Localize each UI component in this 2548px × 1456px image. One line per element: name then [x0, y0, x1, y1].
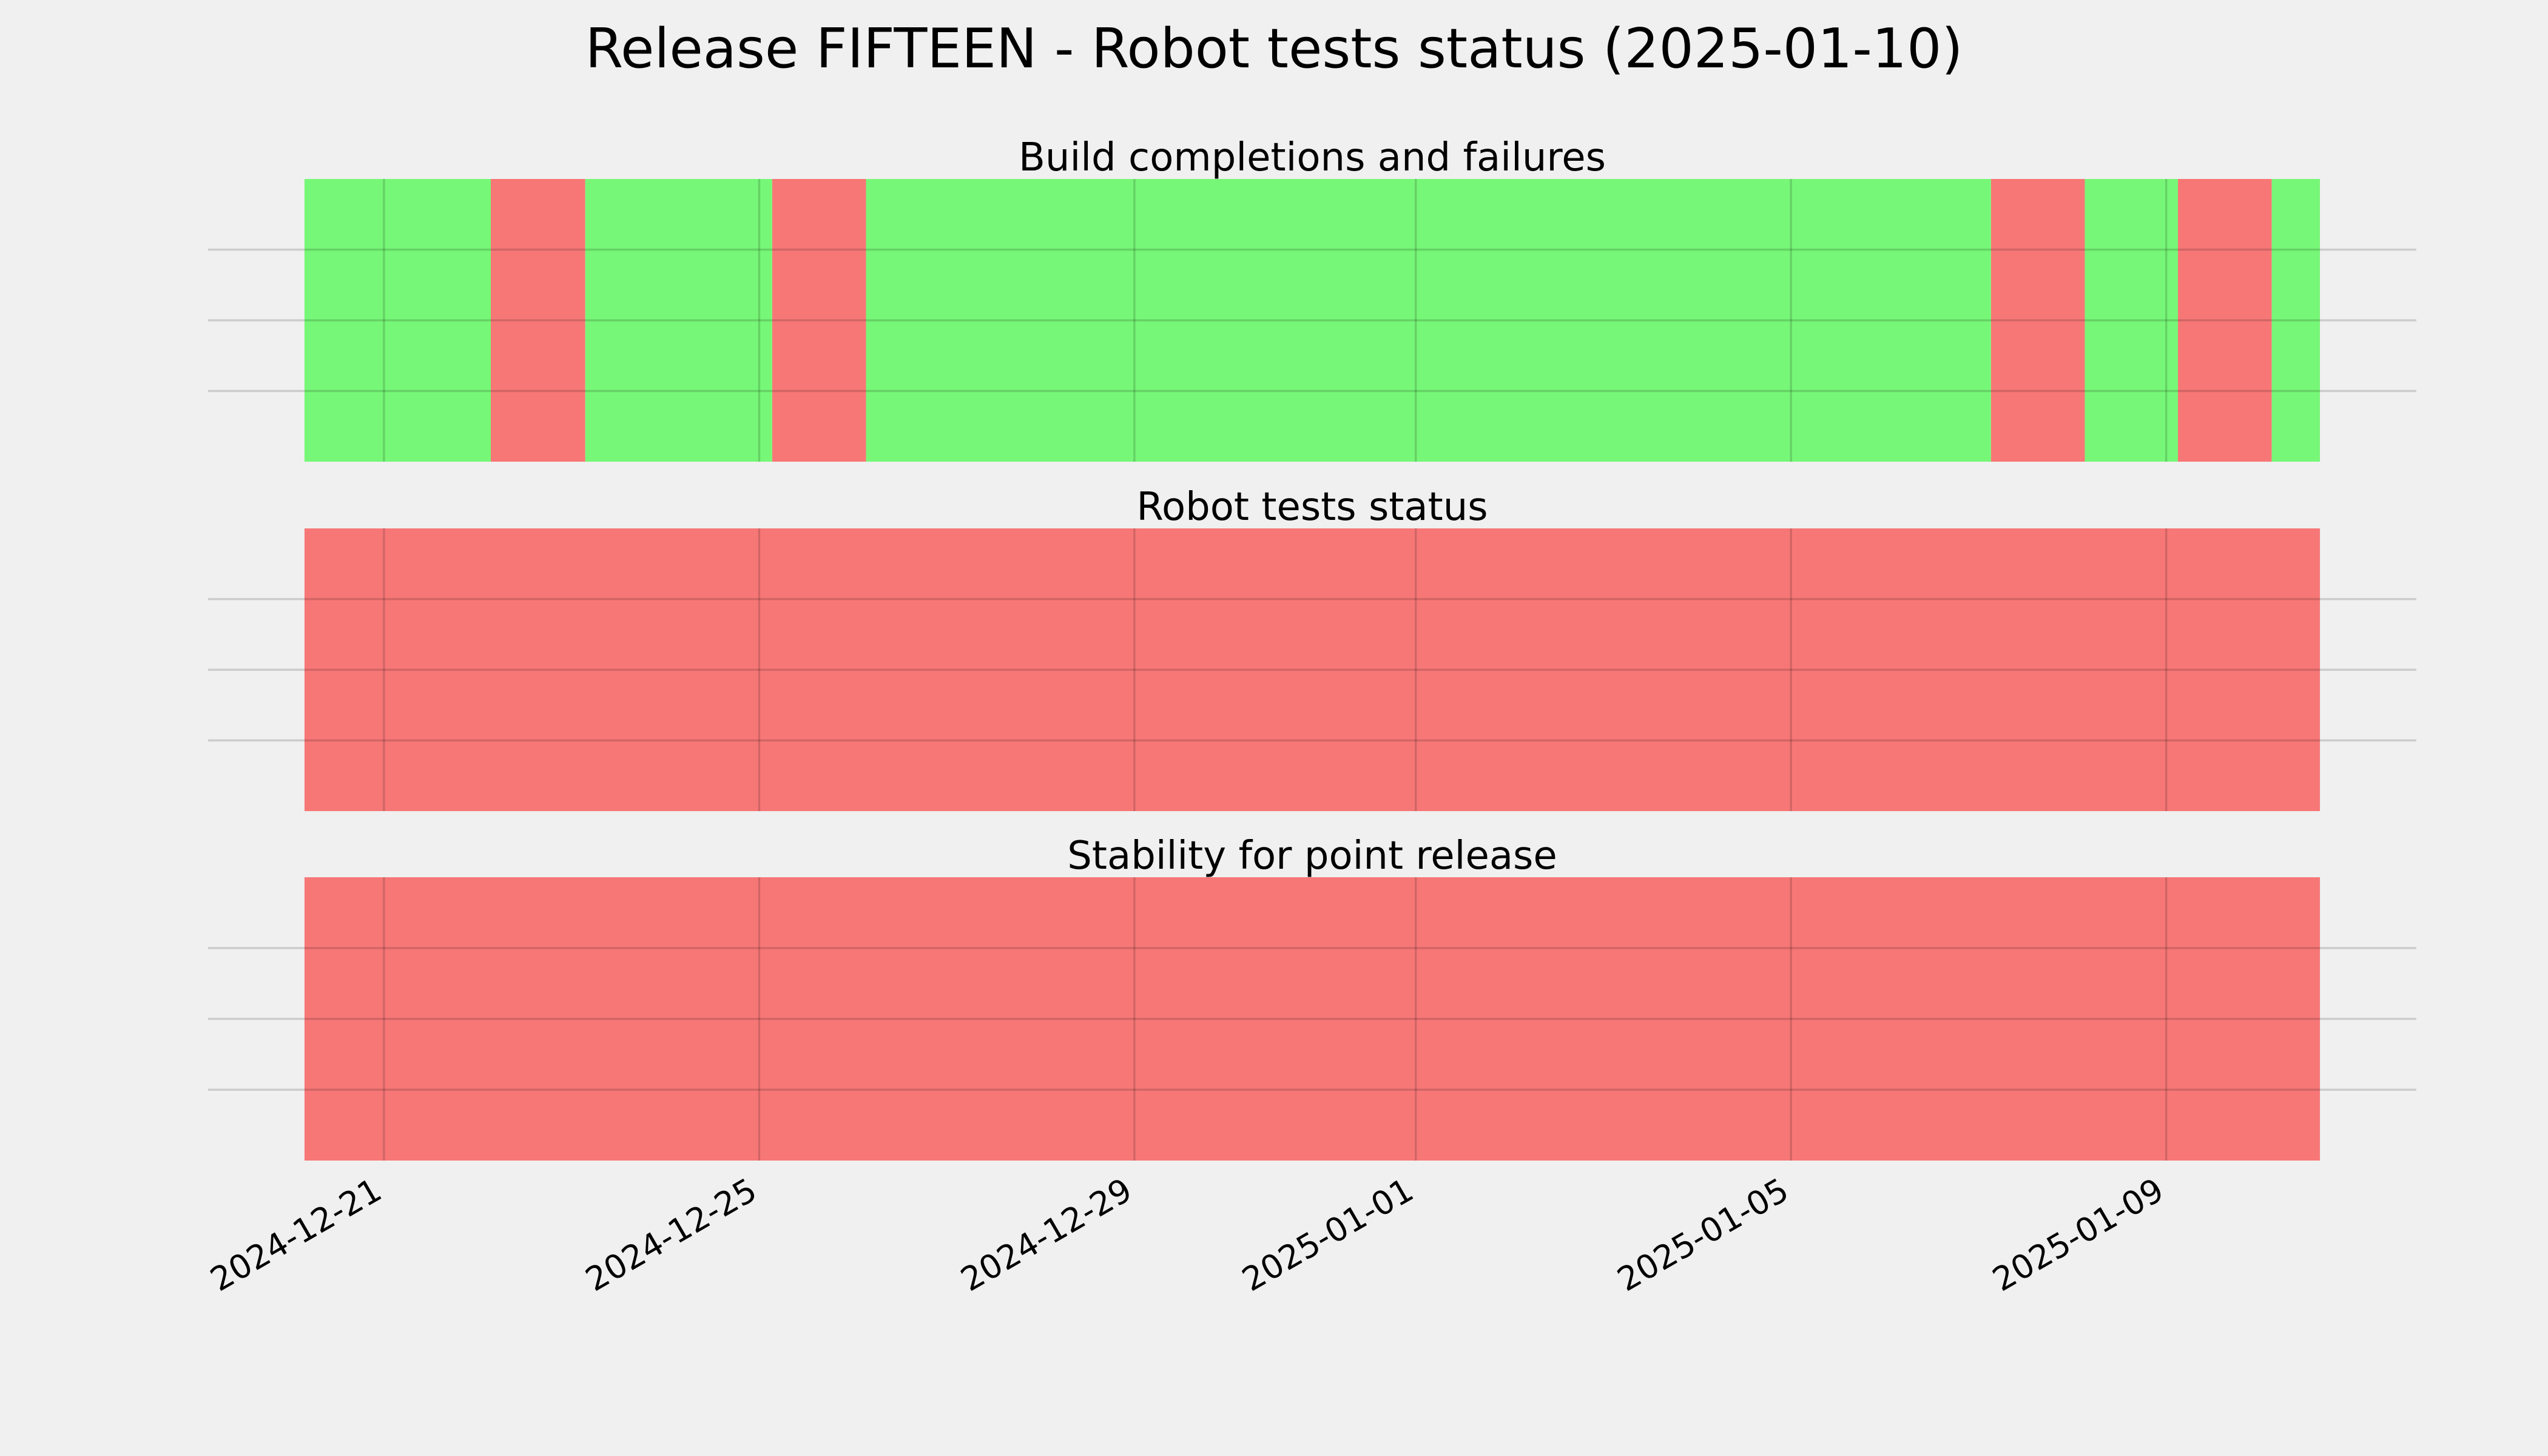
status-span	[2178, 179, 2272, 462]
panel-title: Build completions and failures	[1019, 135, 1606, 180]
status-span	[491, 179, 585, 462]
panel-title: Robot tests status	[1136, 485, 1488, 530]
status-span	[772, 179, 866, 462]
status-span	[304, 528, 2320, 811]
status-span	[866, 179, 1991, 462]
status-span	[304, 877, 2320, 1161]
status-span	[1990, 179, 2085, 462]
status-span	[2271, 179, 2320, 462]
status-span	[304, 179, 491, 462]
page-title: Release FIFTEEN - Robot tests status (20…	[585, 17, 1963, 81]
status-span	[2085, 179, 2179, 462]
panel-title: Stability for point release	[1067, 834, 1557, 878]
status-span	[585, 179, 772, 462]
